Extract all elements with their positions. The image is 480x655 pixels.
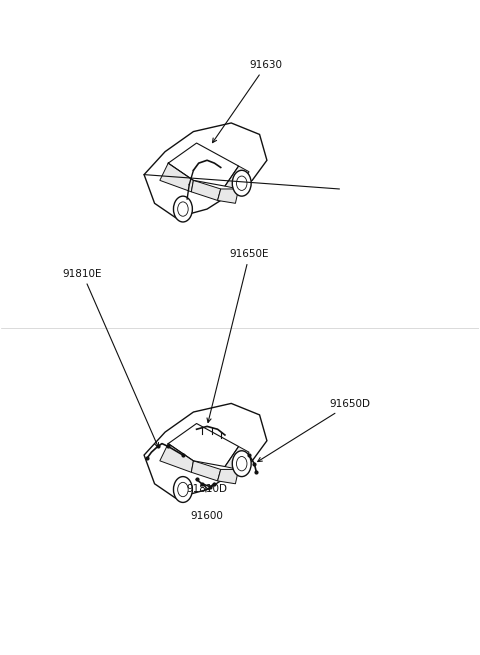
Text: 91630: 91630 bbox=[213, 60, 283, 143]
Polygon shape bbox=[144, 123, 267, 217]
Polygon shape bbox=[217, 470, 239, 484]
Text: 91650E: 91650E bbox=[207, 249, 269, 422]
Circle shape bbox=[232, 170, 251, 196]
Text: 91810D: 91810D bbox=[186, 484, 227, 494]
Text: 91810E: 91810E bbox=[63, 269, 158, 447]
Polygon shape bbox=[160, 443, 193, 472]
Circle shape bbox=[232, 451, 251, 477]
Polygon shape bbox=[192, 461, 221, 481]
Polygon shape bbox=[192, 180, 221, 200]
Circle shape bbox=[173, 477, 192, 502]
Polygon shape bbox=[225, 447, 249, 470]
Polygon shape bbox=[225, 166, 249, 189]
Text: 91650D: 91650D bbox=[258, 399, 370, 462]
Circle shape bbox=[173, 196, 192, 222]
Polygon shape bbox=[217, 189, 239, 203]
Text: 91600: 91600 bbox=[190, 512, 223, 521]
Polygon shape bbox=[144, 403, 267, 498]
Polygon shape bbox=[160, 163, 193, 192]
